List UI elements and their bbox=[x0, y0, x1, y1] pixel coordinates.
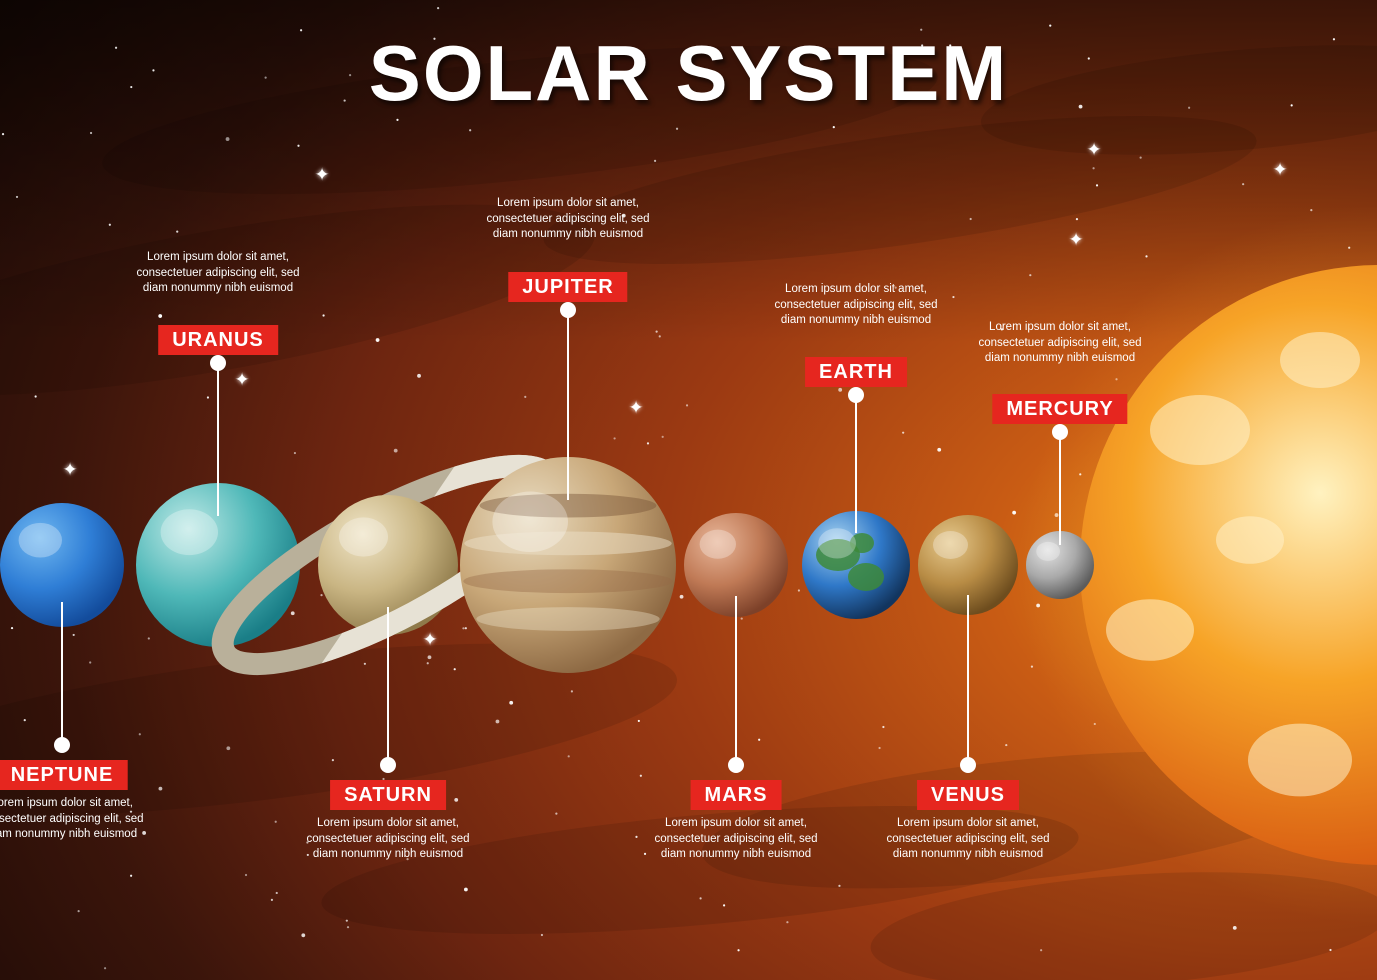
bg-star: ✦ bbox=[422, 630, 437, 651]
planet-blurb-mercury: Lorem ipsum dolor sit amet, consectetuer… bbox=[965, 320, 1155, 367]
callout-line bbox=[1059, 432, 1061, 545]
planet-blurb-uranus: Lorem ipsum dolor sit amet, consectetuer… bbox=[123, 250, 313, 297]
callout-dot bbox=[960, 757, 976, 773]
bg-star: ✦ bbox=[1086, 140, 1101, 161]
planet-blurb-mars: Lorem ipsum dolor sit amet, consectetuer… bbox=[641, 816, 831, 863]
planet-blurb-saturn: Lorem ipsum dolor sit amet, consectetuer… bbox=[293, 816, 483, 863]
bg-star: ✦ bbox=[234, 370, 249, 391]
callout-line bbox=[967, 595, 969, 765]
callout-dot bbox=[848, 387, 864, 403]
planet-label-uranus: URANUS bbox=[158, 325, 278, 355]
bg-star: ✦ bbox=[314, 165, 329, 186]
planet-blurb-earth: Lorem ipsum dolor sit amet, consectetuer… bbox=[761, 282, 951, 329]
callout-line bbox=[735, 596, 737, 765]
callout-line bbox=[61, 602, 63, 745]
page-title: SOLAR SYSTEM bbox=[0, 28, 1377, 119]
bg-star: ✦ bbox=[628, 398, 643, 419]
bg-star: ✦ bbox=[1272, 160, 1287, 181]
planet-label-earth: EARTH bbox=[805, 357, 907, 387]
callout-line bbox=[567, 310, 569, 500]
bg-star: ✦ bbox=[62, 460, 77, 481]
callout-dot bbox=[210, 355, 226, 371]
planet-label-mars: MARS bbox=[691, 780, 782, 810]
callout-dot bbox=[560, 302, 576, 318]
planet-blurb-neptune: Lorem ipsum dolor sit amet, consectetuer… bbox=[0, 796, 157, 843]
planet-blurb-jupiter: Lorem ipsum dolor sit amet, consectetuer… bbox=[473, 196, 663, 243]
callout-line bbox=[855, 395, 857, 533]
callout-dot bbox=[380, 757, 396, 773]
callout-dot bbox=[728, 757, 744, 773]
bg-star: ✦ bbox=[1068, 230, 1083, 251]
callout-dot bbox=[1052, 424, 1068, 440]
planet-label-venus: VENUS bbox=[917, 780, 1019, 810]
planet-blurb-venus: Lorem ipsum dolor sit amet, consectetuer… bbox=[873, 816, 1063, 863]
planet-label-neptune: NEPTUNE bbox=[0, 760, 127, 790]
planet-label-mercury: MERCURY bbox=[992, 394, 1127, 424]
planet-label-jupiter: JUPITER bbox=[508, 272, 627, 302]
callout-line bbox=[217, 363, 219, 516]
callout-line bbox=[387, 607, 389, 765]
callout-dot bbox=[54, 737, 70, 753]
planet-label-saturn: SATURN bbox=[330, 780, 446, 810]
